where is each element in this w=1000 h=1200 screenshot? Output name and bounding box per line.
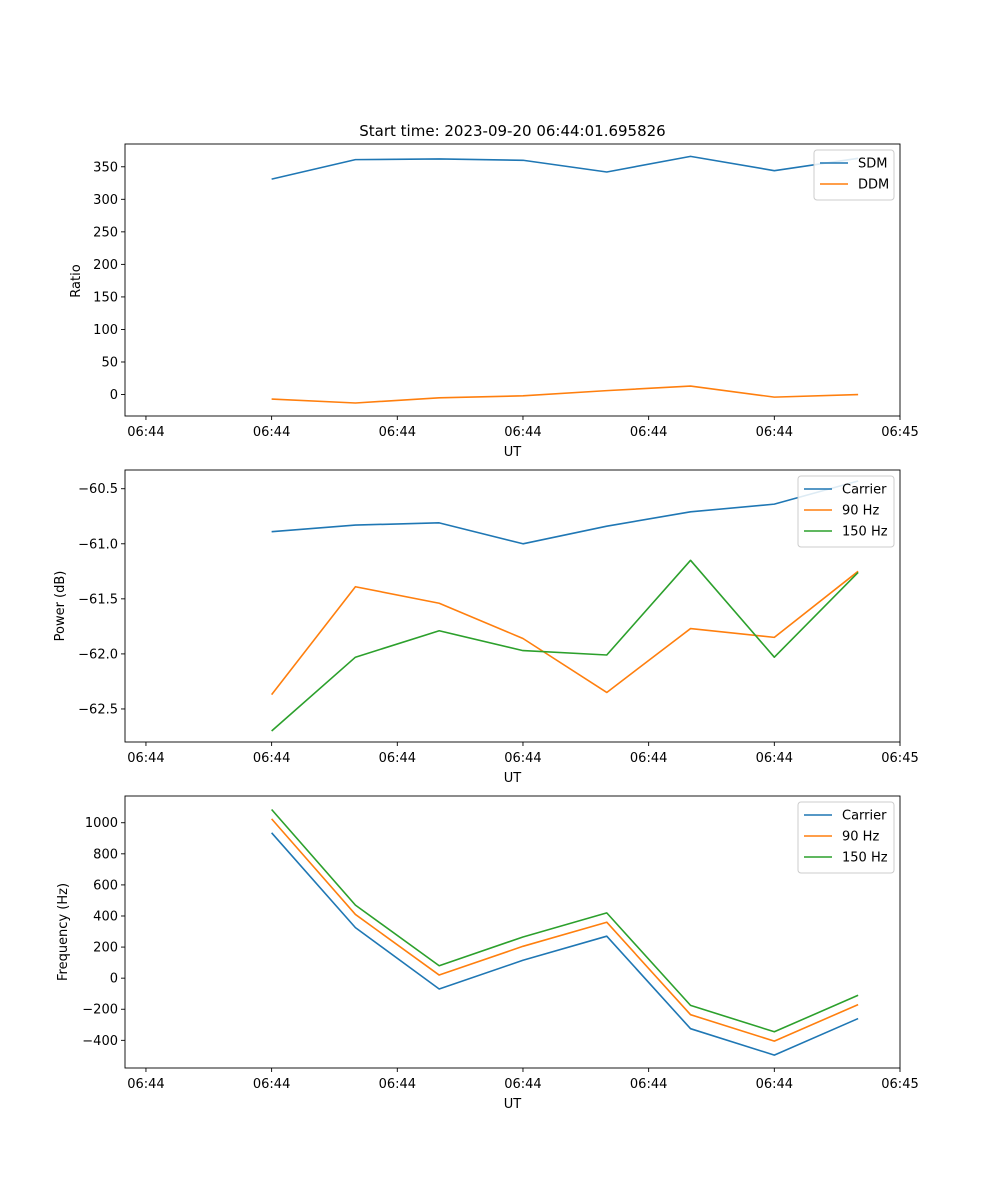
y-tick-label: −60.5 — [78, 482, 118, 497]
series-line-90-hz — [271, 818, 859, 1042]
y-tick-label: 0 — [110, 972, 118, 987]
x-axis-label: UT — [504, 1097, 522, 1112]
legend-label: 150 Hz — [842, 851, 888, 866]
y-tick-label: −61.0 — [78, 537, 118, 552]
legend-label: 150 Hz — [842, 525, 888, 540]
y-tick-label: −62.5 — [78, 702, 118, 717]
y-axis-label: Power (dB) — [53, 571, 68, 642]
legend-label: DDM — [858, 178, 889, 193]
y-tick-label: 600 — [93, 878, 118, 893]
x-tick-label: 06:45 — [881, 751, 918, 766]
x-tick-label: 06:44 — [379, 751, 416, 766]
x-tick-label: 06:44 — [253, 425, 290, 440]
x-tick-label: 06:44 — [379, 425, 416, 440]
y-tick-label: 800 — [93, 847, 118, 862]
x-tick-label: 06:45 — [881, 1077, 918, 1092]
y-axis-label: Ratio — [69, 264, 84, 297]
x-tick-label: 06:44 — [630, 751, 667, 766]
x-tick-label: 06:44 — [756, 1077, 793, 1092]
axes-frame — [124, 143, 901, 417]
x-tick-label: 06:44 — [630, 425, 667, 440]
x-tick-label: 06:44 — [504, 751, 541, 766]
axes-frame — [124, 469, 901, 743]
series-line-150-hz — [271, 808, 859, 1033]
x-tick-label: 06:44 — [504, 1077, 541, 1092]
x-tick-label: 06:44 — [756, 425, 793, 440]
y-tick-label: −400 — [82, 1034, 118, 1049]
y-tick-label: 200 — [93, 258, 118, 273]
ratio-panel: Start time: 2023-09-20 06:44:01.695826 U… — [69, 122, 919, 460]
x-tick-label: 06:44 — [127, 1077, 164, 1092]
x-tick-label: 06:44 — [630, 1077, 667, 1092]
y-tick-label: 150 — [93, 290, 118, 305]
y-tick-label: 1000 — [85, 816, 118, 831]
x-tick-label: 06:44 — [127, 751, 164, 766]
series-line-carrier — [271, 480, 859, 545]
legend-box — [797, 475, 895, 548]
x-tick-label: 06:44 — [504, 425, 541, 440]
power-panel: UT Power (dB) 06:44 06:44 06:44 06:44 06:44 0… — [53, 469, 919, 786]
x-axis-label: UT — [504, 771, 522, 786]
x-tick-label: 06:45 — [881, 425, 918, 440]
legend-box — [797, 801, 895, 874]
y-tick-label: 400 — [93, 909, 118, 924]
frequency-panel: UT Frequency (Hz) 06:44 06:44 06:44 06:44 06… — [56, 795, 919, 1112]
x-axis-label: UT — [504, 445, 522, 460]
legend: Carrier 90 Hz 150 Hz — [797, 801, 895, 874]
y-axis-label: Frequency (Hz) — [56, 883, 71, 981]
y-tick-label: 350 — [93, 160, 118, 175]
y-tick-label: 200 — [93, 941, 118, 956]
series-line-sdm — [271, 155, 859, 180]
y-tick-label: −61.5 — [78, 592, 118, 607]
series-line-ddm — [271, 385, 859, 404]
y-tick-label: 250 — [93, 225, 118, 240]
chart-title: Start time: 2023-09-20 06:44:01.695826 — [359, 122, 665, 140]
series-line-carrier — [271, 832, 859, 1056]
legend: SDM DDM — [813, 149, 895, 201]
x-tick-label: 06:44 — [253, 751, 290, 766]
legend: Carrier 90 Hz 150 Hz — [797, 475, 895, 548]
legend-label: Carrier — [842, 483, 887, 498]
y-tick-label: 0 — [110, 388, 118, 403]
series-line-90-hz — [270, 570, 859, 696]
y-tick-label: −62.0 — [78, 647, 118, 662]
y-tick-label: 100 — [93, 323, 118, 338]
y-tick-label: 300 — [93, 193, 118, 208]
series-line-150-hz — [271, 559, 859, 732]
axes-frame — [124, 795, 901, 1069]
legend-label: SDM — [858, 157, 887, 172]
x-tick-label: 06:44 — [756, 751, 793, 766]
x-tick-label: 06:44 — [253, 1077, 290, 1092]
y-tick-label: 50 — [101, 355, 118, 370]
x-tick-label: 06:44 — [127, 425, 164, 440]
legend-label: 90 Hz — [842, 830, 879, 845]
legend-label: Carrier — [842, 809, 887, 824]
x-tick-label: 06:44 — [379, 1077, 416, 1092]
legend-label: 90 Hz — [842, 504, 879, 519]
y-tick-label: −200 — [82, 1003, 118, 1018]
